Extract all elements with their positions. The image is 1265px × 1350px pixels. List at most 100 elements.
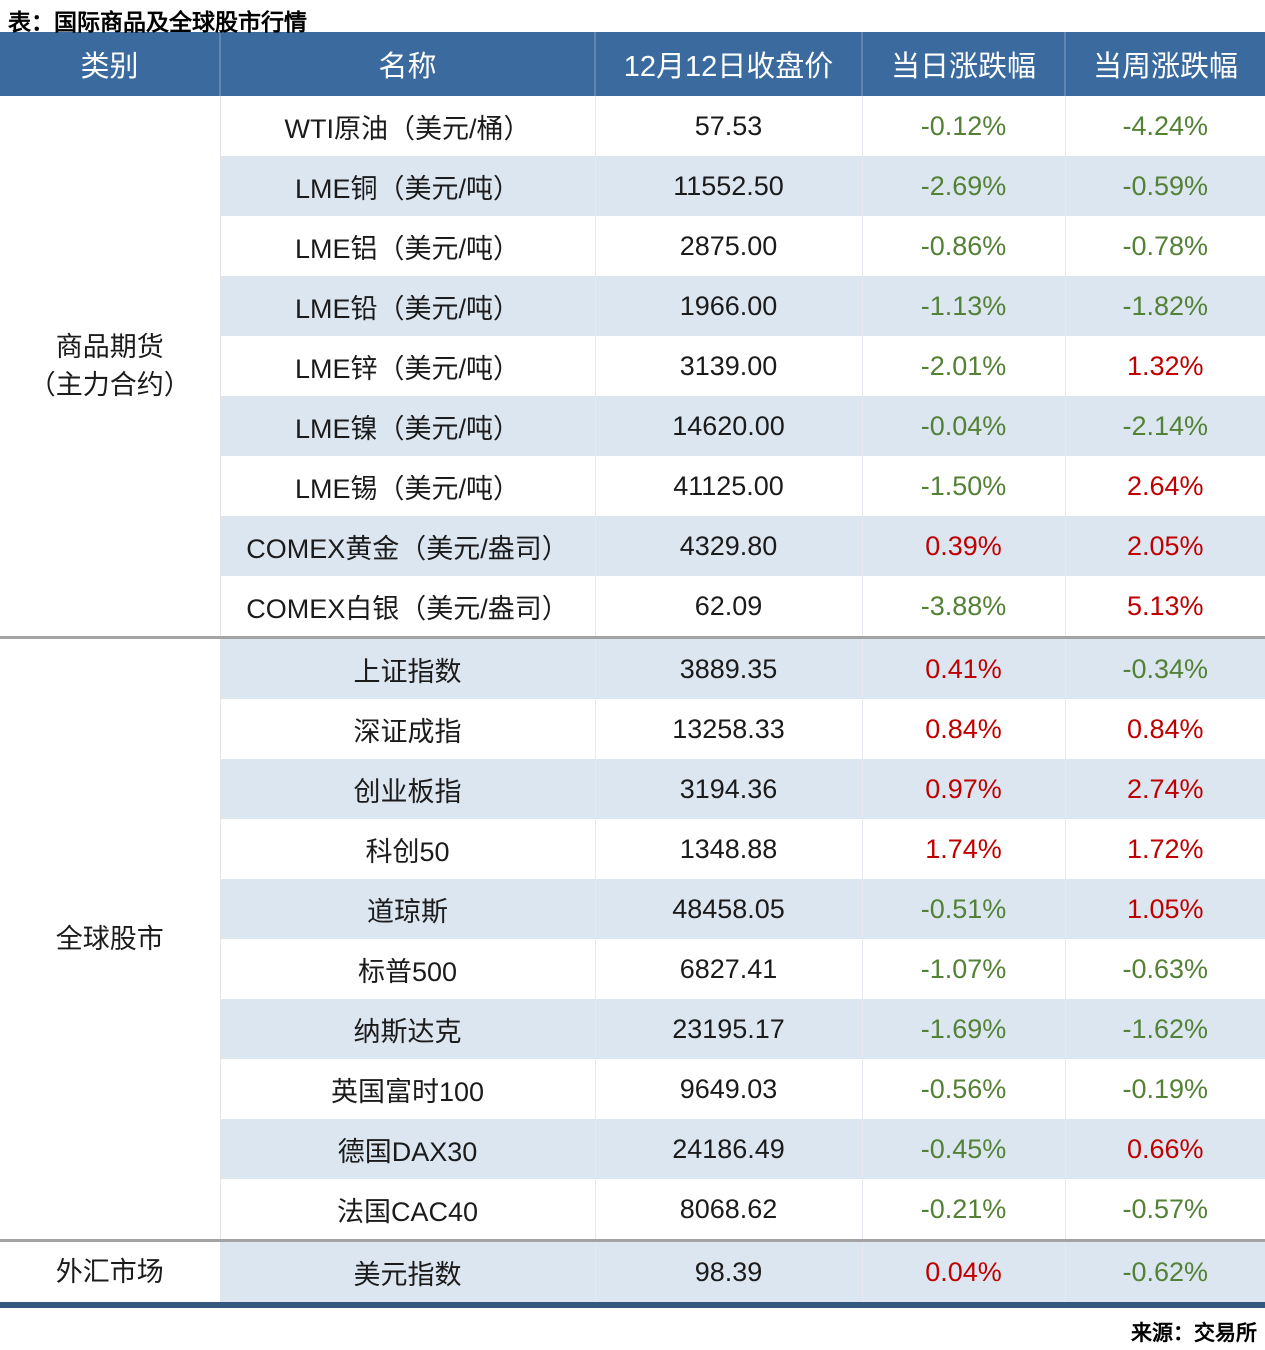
week-change-cell: 1.72% [1064,819,1265,879]
instrument-name-cell: 法国CAC40 [219,1179,595,1241]
day-change-cell: -0.45% [861,1119,1065,1179]
instrument-name-cell: COMEX黄金（美元/盎司） [219,516,595,576]
category-label-line: （主力合约） [28,370,191,400]
instrument-name-cell: COMEX白银（美元/盎司） [219,576,595,638]
week-change-cell: 2.64% [1064,456,1265,516]
instrument-name-cell: 德国DAX30 [219,1119,595,1179]
table-row: LME锌（美元/吨） 3139.00 -2.01% 1.32% [0,336,1265,396]
table-row: 外汇市场 美元指数 98.39 0.04% -0.62% [0,1239,1265,1305]
table-row: 创业板指 3194.36 0.97% 2.74% [0,759,1265,819]
table-row: 商品期货 （主力合约） WTI原油（美元/桶） 57.53 -0.12% -4.24% [0,96,1265,638]
category-label-line: 全球股市 [55,924,164,954]
header-category: 类别 [0,32,220,96]
day-change-cell: -0.12% [861,96,1065,156]
instrument-name-cell: LME铅（美元/吨） [219,276,595,336]
instrument-name-cell: 美元指数 [219,1239,595,1305]
close-price-cell: 1348.88 [594,819,862,879]
close-price-cell: 57.53 [594,96,862,156]
category-label-line: 外汇市场 [55,1257,164,1287]
week-change-cell: 1.32% [1064,336,1265,396]
close-price-cell: 3194.36 [594,759,862,819]
table-row: 全球股市 上证指数 3889.35 0.41% -0.34% [0,636,1265,1241]
category-cell: 外汇市场 [0,1239,221,1305]
header-name: 名称 [219,32,595,96]
table-row: 深证成指 13258.33 0.84% 0.84% [0,699,1265,759]
week-change-cell: 0.66% [1064,1119,1265,1179]
table-row: 德国DAX30 24186.49 -0.45% 0.66% [0,1119,1265,1179]
close-price-cell: 6827.41 [594,939,862,999]
day-change-cell: -1.13% [861,276,1065,336]
header-week-change: 当周涨跌幅 [1064,32,1265,96]
day-change-cell: -3.88% [861,576,1065,638]
category-cell: 全球股市 [0,636,221,1241]
instrument-name-cell: 深证成指 [219,699,595,759]
day-change-cell: -0.86% [861,216,1065,276]
page-title: 表：国际商品及全球股市行情 [8,9,307,35]
close-price-cell: 48458.05 [594,879,862,939]
category-cell: 商品期货 （主力合约） [0,96,221,638]
week-change-cell: -1.82% [1064,276,1265,336]
day-change-cell: -0.51% [861,879,1065,939]
day-change-cell: -1.50% [861,456,1065,516]
week-change-cell: 2.74% [1064,759,1265,819]
close-price-cell: 4329.80 [594,516,862,576]
close-price-cell: 3889.35 [594,636,862,699]
header-close-price: 12月12日收盘价 [594,32,862,96]
day-change-cell: 0.39% [861,516,1065,576]
table-row: 纳斯达克 23195.17 -1.69% -1.62% [0,999,1265,1059]
header-day-change: 当日涨跌幅 [861,32,1065,96]
close-price-cell: 3139.00 [594,336,862,396]
week-change-cell: -0.34% [1064,636,1265,699]
header-row: 类别 名称 12月12日收盘价 当日涨跌幅 当周涨跌幅 [0,32,1265,96]
instrument-name-cell: 道琼斯 [219,879,595,939]
table-row: LME铝（美元/吨） 2875.00 -0.86% -0.78% [0,216,1265,276]
table-row: COMEX黄金（美元/盎司） 4329.80 0.39% 2.05% [0,516,1265,576]
instrument-name-cell: LME铜（美元/吨） [219,156,595,216]
table-row: LME铅（美元/吨） 1966.00 -1.13% -1.82% [0,276,1265,336]
table-row: LME铜（美元/吨） 11552.50 -2.69% -0.59% [0,156,1265,216]
week-change-cell: 2.05% [1064,516,1265,576]
table-header: 类别 名称 12月12日收盘价 当日涨跌幅 当周涨跌幅 [0,32,1265,96]
week-change-cell: -1.62% [1064,999,1265,1059]
day-change-cell: -0.21% [861,1179,1065,1241]
close-price-cell: 24186.49 [594,1119,862,1179]
week-change-cell: -0.78% [1064,216,1265,276]
close-price-cell: 2875.00 [594,216,862,276]
week-change-cell: -2.14% [1064,396,1265,456]
day-change-cell: -2.69% [861,156,1065,216]
instrument-name-cell: WTI原油（美元/桶） [219,96,595,156]
close-price-cell: 62.09 [594,576,862,638]
source-note: 来源：交易所 [1131,1322,1257,1345]
day-change-cell: 1.74% [861,819,1065,879]
instrument-name-cell: 科创50 [219,819,595,879]
table-row: 道琼斯 48458.05 -0.51% 1.05% [0,879,1265,939]
close-price-cell: 13258.33 [594,699,862,759]
week-change-cell: -0.62% [1064,1239,1265,1305]
week-change-cell: 0.84% [1064,699,1265,759]
close-price-cell: 23195.17 [594,999,862,1059]
instrument-name-cell: LME锌（美元/吨） [219,336,595,396]
close-price-cell: 11552.50 [594,156,862,216]
table-row: LME锡（美元/吨） 41125.00 -1.50% 2.64% [0,456,1265,516]
instrument-name-cell: 创业板指 [219,759,595,819]
day-change-cell: -1.69% [861,999,1065,1059]
table-row: LME镍（美元/吨） 14620.00 -0.04% -2.14% [0,396,1265,456]
week-change-cell: -0.19% [1064,1059,1265,1119]
week-change-cell: -0.59% [1064,156,1265,216]
table-row: 英国富时100 9649.03 -0.56% -0.19% [0,1059,1265,1119]
close-price-cell: 9649.03 [594,1059,862,1119]
table-row: 标普500 6827.41 -1.07% -0.63% [0,939,1265,999]
week-change-cell: -0.57% [1064,1179,1265,1241]
table-row: 法国CAC40 8068.62 -0.21% -0.57% [0,1179,1265,1241]
instrument-name-cell: LME锡（美元/吨） [219,456,595,516]
instrument-name-cell: 英国富时100 [219,1059,595,1119]
category-label-line: 商品期货 [55,332,164,362]
close-price-cell: 14620.00 [594,396,862,456]
instrument-name-cell: 上证指数 [219,636,595,699]
day-change-cell: -0.04% [861,396,1065,456]
table-row: 科创50 1348.88 1.74% 1.72% [0,819,1265,879]
instrument-name-cell: 纳斯达克 [219,999,595,1059]
week-change-cell: 5.13% [1064,576,1265,638]
week-change-cell: 1.05% [1064,879,1265,939]
